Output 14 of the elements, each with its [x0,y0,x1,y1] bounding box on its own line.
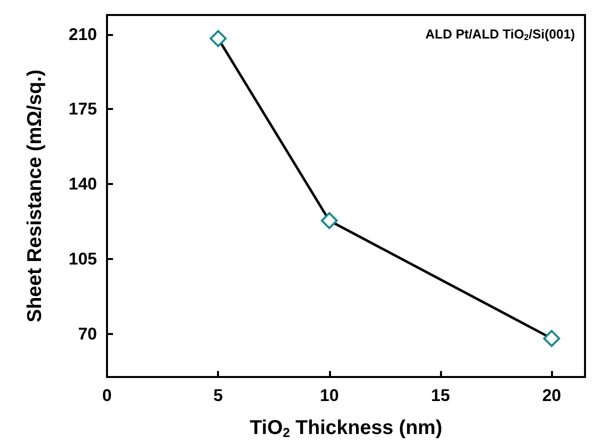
x-tick-label: 10 [320,386,339,405]
x-tick-label: 0 [102,386,112,405]
x-tick-label: 15 [431,386,450,405]
point [543,330,560,347]
x-tick-label: 20 [542,386,562,405]
y-tick-label: 175 [68,100,97,119]
x-tick-label: 5 [213,386,223,405]
y-tick-label: 105 [68,250,97,269]
point [210,30,227,48]
y-axis-title: Sheet Resistance (mΩ/sq.) [24,70,46,322]
y-tick-label: 140 [68,174,97,194]
y-tick-label: 210 [68,24,97,44]
point [320,212,338,230]
y-tick-label: 70 [78,324,97,344]
